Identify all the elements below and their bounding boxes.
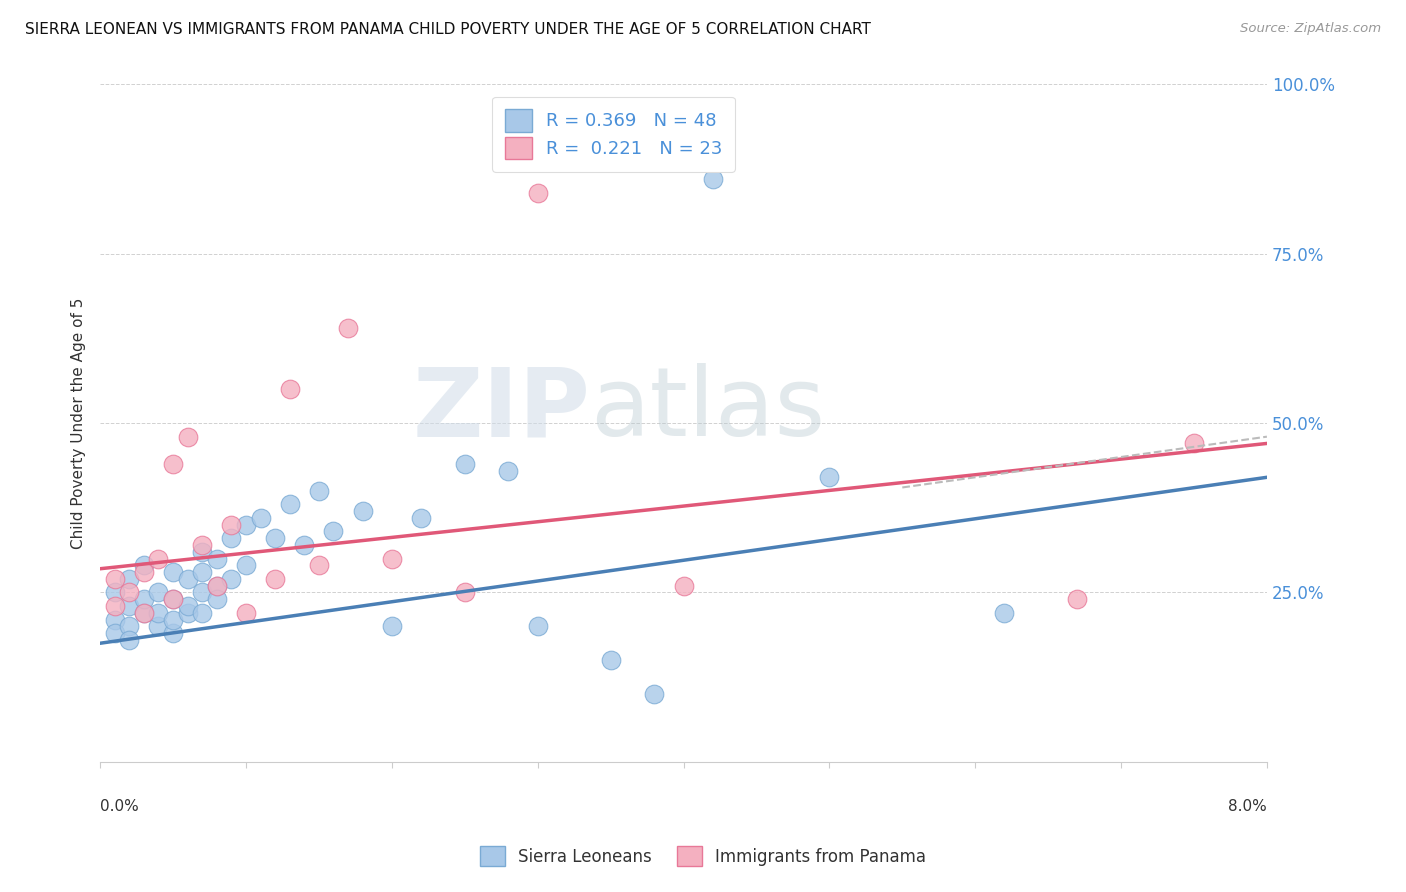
Point (104, 585, 127, 599)
Point (526, 186, 548, 200)
Point (235, 517, 257, 532)
Point (249, 511, 271, 525)
Point (162, 592, 184, 607)
Point (643, 687, 665, 701)
Point (162, 592, 184, 607)
Point (148, 551, 170, 566)
Point (205, 579, 228, 593)
Point (191, 538, 214, 552)
Point (104, 599, 127, 613)
Point (104, 572, 127, 586)
Point (599, 653, 621, 667)
Point (176, 572, 198, 586)
Point (381, 619, 404, 633)
Point (221, 517, 243, 532)
Point (221, 531, 243, 545)
Point (191, 606, 214, 620)
Text: Source: ZipAtlas.com: Source: ZipAtlas.com (1240, 22, 1381, 36)
Point (118, 632, 141, 647)
Point (264, 531, 287, 545)
Point (191, 585, 214, 599)
Point (191, 565, 214, 579)
Point (132, 565, 155, 579)
Point (148, 585, 170, 599)
Point (278, 382, 301, 396)
Point (132, 558, 155, 573)
Point (526, 619, 548, 633)
Point (409, 511, 432, 525)
Text: atlas: atlas (591, 363, 825, 456)
Point (118, 619, 141, 633)
Point (381, 551, 404, 566)
Point (498, 463, 520, 477)
Text: SIERRA LEONEAN VS IMMIGRANTS FROM PANAMA CHILD POVERTY UNDER THE AGE OF 5 CORREL: SIERRA LEONEAN VS IMMIGRANTS FROM PANAMA… (25, 22, 872, 37)
Point (162, 626, 184, 640)
Point (352, 504, 374, 518)
Point (132, 606, 155, 620)
Point (176, 599, 198, 613)
Point (235, 606, 257, 620)
Point (993, 606, 1015, 620)
Point (104, 626, 127, 640)
Point (1182, 436, 1205, 450)
Point (235, 558, 257, 573)
Point (205, 551, 228, 566)
Point (132, 606, 155, 620)
Point (118, 572, 141, 586)
Point (118, 599, 141, 613)
Point (191, 545, 214, 559)
Point (176, 606, 198, 620)
Point (308, 558, 330, 573)
Point (205, 579, 228, 593)
Point (205, 592, 228, 607)
Point (454, 457, 477, 471)
Point (322, 524, 344, 539)
Point (308, 483, 330, 498)
Point (337, 321, 360, 335)
Text: ZIP: ZIP (412, 363, 591, 456)
Point (132, 592, 155, 607)
Point (148, 606, 170, 620)
Point (162, 565, 184, 579)
Y-axis label: Child Poverty Under the Age of 5: Child Poverty Under the Age of 5 (72, 297, 86, 549)
Point (818, 470, 841, 484)
Point (1066, 592, 1088, 607)
Text: 8.0%: 8.0% (1229, 799, 1267, 814)
Point (702, 172, 724, 186)
Text: 0.0%: 0.0% (100, 799, 139, 814)
Point (118, 585, 141, 599)
Point (148, 619, 170, 633)
Point (221, 572, 243, 586)
Point (672, 579, 695, 593)
Point (104, 613, 127, 627)
Point (162, 613, 184, 627)
Point (292, 538, 315, 552)
Point (454, 585, 477, 599)
Legend: R = 0.369   N = 48, R =  0.221   N = 23: R = 0.369 N = 48, R = 0.221 N = 23 (492, 97, 735, 171)
Legend: Sierra Leoneans, Immigrants from Panama: Sierra Leoneans, Immigrants from Panama (474, 839, 932, 873)
Point (278, 497, 301, 511)
Point (264, 572, 287, 586)
Point (162, 457, 184, 471)
Point (176, 430, 198, 444)
